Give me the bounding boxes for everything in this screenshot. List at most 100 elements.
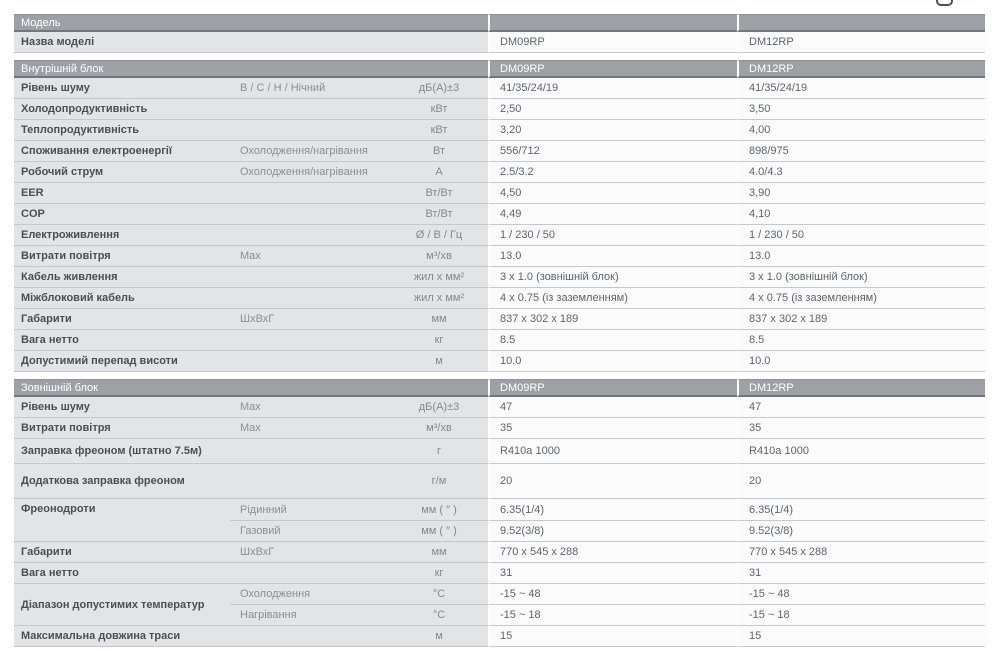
spec-parameter: [230, 204, 390, 225]
spec-unit: Вт/Вт: [390, 183, 488, 204]
spec-label: Вага нетто: [14, 330, 230, 351]
spec-value-model2: 8.5: [737, 330, 985, 351]
spec-unit: г/м: [390, 464, 488, 499]
spec-unit: жил х мм²: [390, 267, 488, 288]
spec-value-model1: 556/712: [488, 141, 737, 162]
spec-parameter: Max: [230, 397, 390, 418]
spec-parameter: Охолодження/нагрівання: [230, 141, 390, 162]
section-table: Зовнішній блок DM09RP DM12RP Рівень шуму Max…: [14, 379, 985, 647]
spec-value-model1: -15 ~ 48: [488, 584, 737, 605]
spec-parameter: ШхВхГ: [230, 309, 390, 330]
spec-value-model2: 898/975: [737, 141, 985, 162]
spec-value-model2: 20: [737, 464, 985, 499]
spec-label: Габарити: [14, 309, 230, 330]
spec-unit: мм ( ″ ): [390, 499, 488, 521]
spec-row: Вага нетто кг 31 31: [14, 563, 985, 584]
section-header-band: Внутрішній блок DM09RP DM12RP: [14, 60, 985, 78]
spec-value-model1: 837 x 302 x 189: [488, 309, 737, 330]
spec-value-model1: 2,50: [488, 99, 737, 120]
spec-parameter: [230, 439, 390, 464]
spec-unit: дБ(А)±3: [390, 397, 488, 418]
spec-unit: г: [390, 439, 488, 464]
spec-label: Кабель живлення: [14, 267, 230, 288]
spec-unit: °C: [390, 584, 488, 605]
model-column-header: DM12RP: [737, 60, 985, 78]
spec-row: Назва моделі DM09RP DM12RP: [14, 32, 986, 53]
spec-value-model2: 6.35(1/4): [737, 499, 985, 521]
spec-row: Додаткова заправка фреоном г/м 20 20: [14, 464, 985, 499]
spec-value-model2: 837 x 302 x 189: [737, 309, 985, 330]
spec-row: Діапазон допустимих температур Охолодженн…: [14, 584, 985, 626]
spec-unit: кг: [390, 330, 488, 351]
spec-value-model2: 15: [737, 626, 985, 647]
spec-parameter: [230, 32, 390, 53]
spec-unit: °C: [390, 605, 488, 626]
spec-parameter: Газовий: [230, 521, 390, 542]
spec-value-model2: R410a 1000: [737, 439, 985, 464]
spec-row: Габарити ШхВхГ мм 837 x 302 x 189 837 x 302 …: [14, 309, 985, 330]
spec-row: Рівень шуму Max дБ(А)±3 47 47: [14, 397, 985, 418]
spec-unit: кг: [390, 563, 488, 584]
spec-value-model2: 4,10: [737, 204, 985, 225]
spec-value-model2: -15 ~ 48: [737, 584, 985, 605]
spec-value-model1: 3,20: [488, 120, 737, 141]
spec-value-model2: 4,00: [737, 120, 985, 141]
spec-value-model1: 8.5: [488, 330, 737, 351]
spec-unit: м³/хв: [390, 246, 488, 267]
spec-unit: м: [390, 351, 488, 372]
spec-row: Витрати повітря Max м³/хв 13.0 13.0: [14, 246, 985, 267]
spec-value-model2: 1 / 230 / 50: [737, 225, 985, 246]
spec-unit: [390, 32, 489, 53]
spec-value-model2: 47: [737, 397, 985, 418]
spec-label: Максимальна довжина траси: [14, 626, 230, 647]
section-table: Модель Назва моделі DM09RP DM12RP: [14, 14, 986, 53]
spec-label: Додаткова заправка фреоном: [14, 464, 230, 499]
spec-parameter: [230, 225, 390, 246]
spec-row: Теплопродуктивність кВт 3,20 4,00: [14, 120, 985, 141]
spec-parameter: [230, 288, 390, 309]
spec-label: Теплопродуктивність: [14, 120, 230, 141]
spec-value-model1: 770 x 545 x 288: [488, 542, 737, 563]
spec-value-model1: 1 / 230 / 50: [488, 225, 737, 246]
spec-parameter: Max: [230, 246, 390, 267]
spec-value-model1: 35: [488, 418, 737, 439]
spec-label: COP: [14, 204, 230, 225]
spec-unit: кВт: [390, 99, 488, 120]
spec-parameter: [230, 563, 390, 584]
spec-unit: мм: [390, 542, 488, 563]
model-column-header: [737, 14, 986, 32]
spec-value-model1: 6.35(1/4): [488, 499, 737, 521]
model-column-header: [488, 14, 738, 32]
spec-value-model2: 31: [737, 563, 985, 584]
model-column-header: DM09RP: [488, 379, 737, 397]
spec-row: Допустимий перепад висоти м 10.0 10.0: [14, 351, 985, 372]
spec-unit: дБ(А)±3: [390, 78, 488, 99]
spec-value-model2: 10.0: [737, 351, 985, 372]
spec-label: Холодопродуктивність: [14, 99, 230, 120]
spec-value-model1: 31: [488, 563, 737, 584]
spec-unit: А: [390, 162, 488, 183]
spec-parameter: Max: [230, 418, 390, 439]
spec-row: EER Вт/Вт 4,50 3,90: [14, 183, 985, 204]
spec-value-model1: 47: [488, 397, 737, 418]
spec-parameter: [230, 267, 390, 288]
spec-value-model1: R410a 1000: [488, 439, 737, 464]
spec-parameter: Рідинний: [230, 499, 390, 521]
spec-parameter: [230, 330, 390, 351]
spec-value-model2: 41/35/24/19: [737, 78, 985, 99]
spec-value-model1: 10.0: [488, 351, 737, 372]
spec-unit: мм: [390, 309, 488, 330]
spec-value-model1: 9.52(3/8): [488, 521, 737, 542]
spec-row: Витрати повітря Max м³/хв 35 35: [14, 418, 985, 439]
spec-parameter: Охолодження: [230, 584, 390, 605]
spec-label: Витрати повітря: [14, 418, 230, 439]
spec-row: Робочий струм Охолодження/нагрівання А 2.5/…: [14, 162, 985, 183]
spec-value-model1: 15: [488, 626, 737, 647]
spec-row: Споживання електроенергії Охолодження/наг…: [14, 141, 985, 162]
spec-parameter: В / С / Н / Нічний: [230, 78, 390, 99]
spec-unit: кВт: [390, 120, 488, 141]
spec-parameter: [230, 626, 390, 647]
spec-unit: м³/хв: [390, 418, 488, 439]
spec-label: Споживання електроенергії: [14, 141, 230, 162]
